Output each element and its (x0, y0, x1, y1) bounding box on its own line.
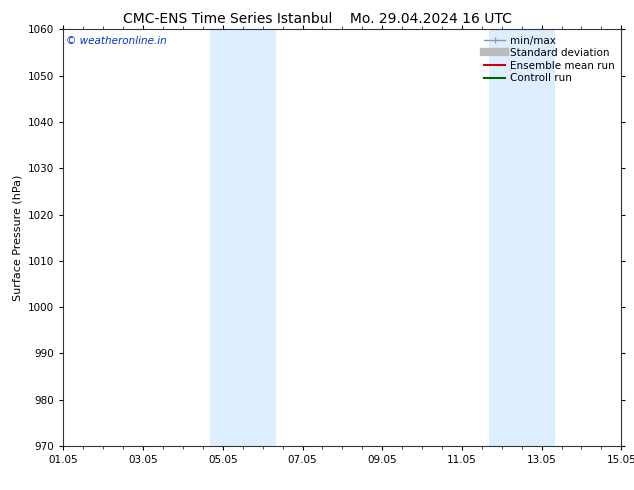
Y-axis label: Surface Pressure (hPa): Surface Pressure (hPa) (13, 174, 23, 301)
Bar (515, 29, 555, 446)
Bar (250, 29, 276, 446)
Text: CMC-ENS Time Series Istanbul    Mo. 29.04.2024 16 UTC: CMC-ENS Time Series Istanbul Mo. 29.04.2… (122, 12, 512, 26)
Text: © weatheronline.in: © weatheronline.in (66, 36, 167, 46)
Bar (489, 29, 515, 446)
Bar (210, 29, 250, 446)
Legend: min/max, Standard deviation, Ensemble mean run, Controll run: min/max, Standard deviation, Ensemble me… (480, 31, 619, 88)
